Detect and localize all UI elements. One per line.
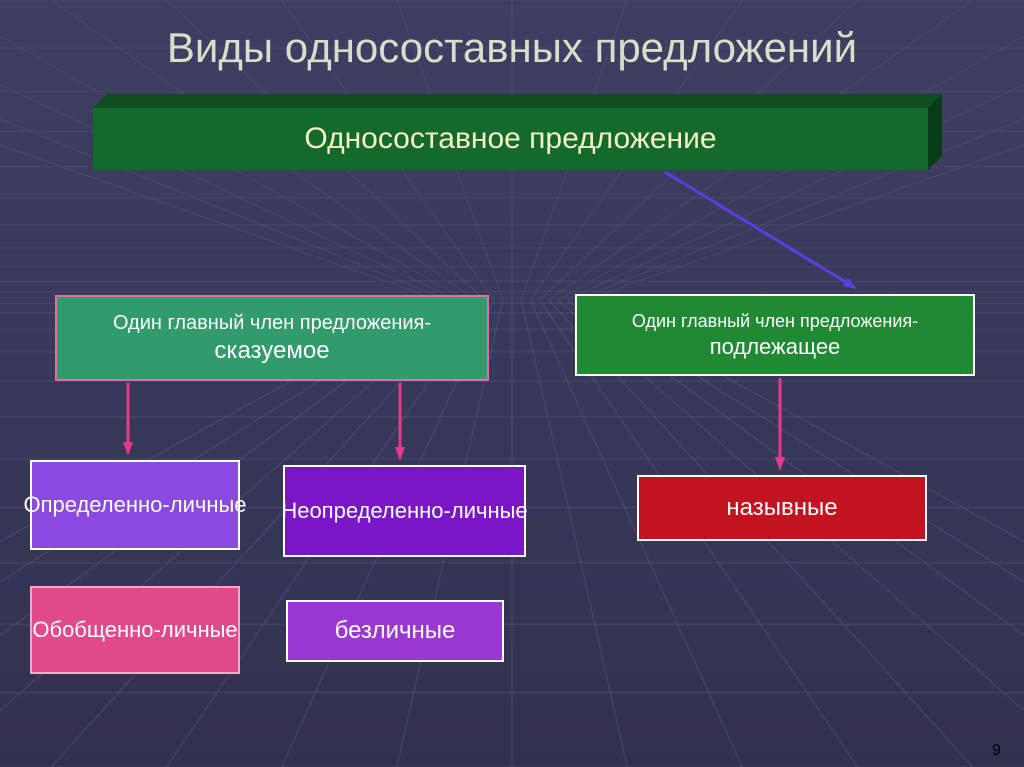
branch-predicate-box: Один главный член предложения- сказуемое — [55, 295, 489, 381]
branch-subject-box: Один главный член предложения- подлежаще… — [575, 294, 975, 376]
slide-number: 9 — [992, 742, 1001, 760]
leaf-neopredelenno-lichnye: Неопределенно-личные — [283, 465, 526, 557]
slide-title: Виды односоставных предложений — [0, 24, 1024, 72]
leaf-obobshchenno-lichnye: Обобщенно-личные — [30, 586, 240, 674]
leaf-nazyvnye: назывные — [637, 475, 927, 541]
branch-subject-line2: подлежащее — [632, 333, 918, 361]
leaf-bezlichnye: безличные — [286, 600, 504, 662]
branch-predicate-line2: сказуемое — [113, 336, 431, 366]
leaf-opredelenno-lichnye: Определенно-личные — [30, 460, 240, 550]
branch-predicate-line1: Один главный член предложения- — [113, 311, 431, 336]
branch-subject-line1: Один главный член предложения- — [632, 310, 918, 333]
root-bar-label: Односоставное предложение — [93, 108, 928, 170]
